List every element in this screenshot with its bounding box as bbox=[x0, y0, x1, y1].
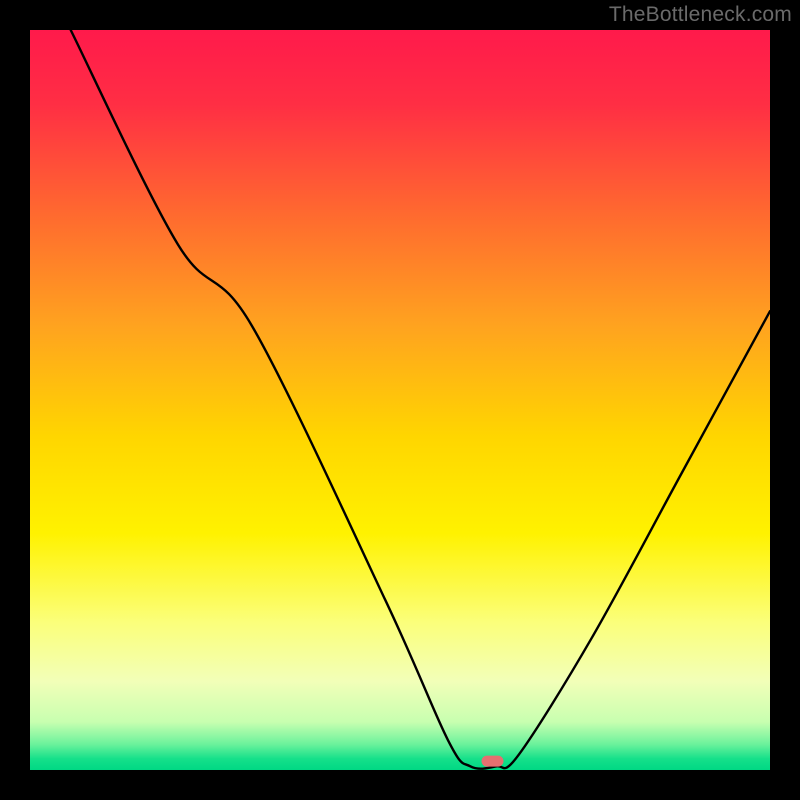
optimum-marker bbox=[482, 756, 504, 767]
watermark-text: TheBottleneck.com bbox=[609, 3, 792, 27]
bottleneck-chart bbox=[0, 0, 800, 800]
plot-background bbox=[30, 30, 770, 770]
chart-frame: TheBottleneck.com bbox=[0, 0, 800, 800]
